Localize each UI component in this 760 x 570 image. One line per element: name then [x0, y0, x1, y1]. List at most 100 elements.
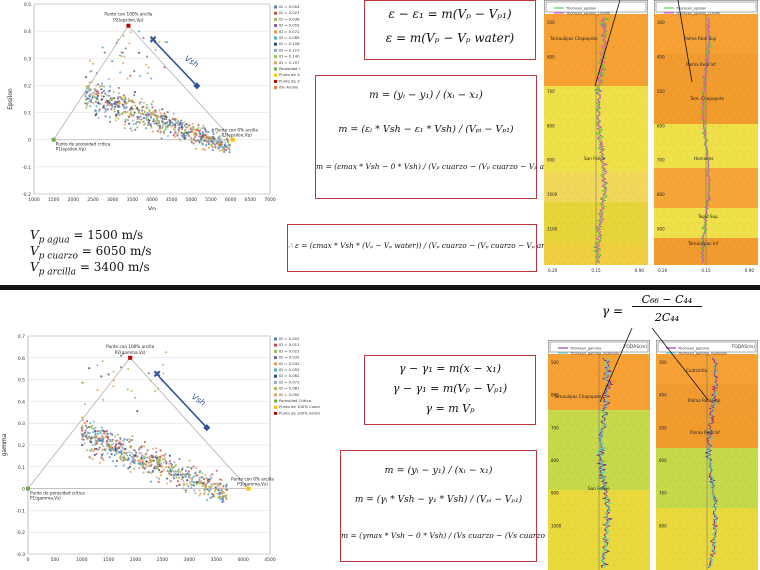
lithology-dot	[588, 124, 590, 126]
scatter-point	[154, 390, 157, 393]
scatter-point	[222, 500, 225, 503]
lithology-dot	[574, 174, 576, 176]
lithology-dot	[588, 174, 590, 176]
scatter-point	[214, 146, 217, 149]
formation-label: Tamaulipas Chapopote	[549, 36, 598, 41]
scatter-point	[123, 127, 126, 130]
lithology-dot	[612, 210, 614, 212]
scatter-point	[120, 449, 123, 452]
lithology-dot	[564, 460, 566, 462]
scatter-point	[94, 100, 97, 103]
equation-box-1: ε − ε₁ = m(Vₚ − Vₚ₁) ε = m(Vₚ − Vₚ water…	[364, 0, 536, 60]
scatter-point	[100, 92, 103, 95]
scatter-point	[128, 454, 131, 457]
lithology-dot	[747, 106, 749, 108]
scatter-point	[202, 126, 205, 129]
lithology-dot	[640, 262, 642, 264]
lithology-dot	[663, 16, 665, 18]
lithology-dot	[719, 210, 721, 212]
scatter-point	[102, 95, 105, 98]
lithology-dot	[701, 88, 703, 90]
lithology-dot	[726, 40, 728, 42]
x-tick-label: 6500	[245, 197, 257, 203]
lithology-dot	[750, 132, 752, 134]
scatter-point	[208, 489, 211, 492]
lithology-dot	[557, 356, 559, 358]
scatter-point	[175, 484, 178, 487]
lithology-dot	[602, 522, 604, 524]
lithology-dot	[736, 22, 738, 24]
lithology-dot	[680, 46, 682, 48]
scatter-point	[124, 47, 127, 50]
scatter-point	[118, 456, 122, 459]
lithology-dot	[553, 228, 555, 230]
scatter-point	[98, 110, 101, 113]
scatter-point	[96, 364, 99, 367]
lithology-dot	[710, 404, 712, 406]
lithology-dot	[630, 148, 632, 150]
lithology-dot	[584, 94, 586, 96]
lithology-dot	[637, 76, 639, 78]
scatter-point	[115, 465, 118, 468]
lithology-dot	[663, 40, 665, 42]
scatter-point	[186, 479, 189, 482]
lithology-dot	[644, 386, 646, 388]
lithology-dot	[595, 454, 597, 456]
lithology-dot	[752, 374, 754, 376]
lithology-dot	[588, 160, 590, 162]
lithology-dot	[700, 380, 702, 382]
scatter-point	[177, 120, 180, 123]
lithology-dot	[585, 472, 587, 474]
lithology-dot	[670, 106, 672, 108]
lithology-dot	[689, 374, 691, 376]
lithology-dot	[679, 380, 681, 382]
lithology-dot	[630, 244, 632, 246]
lithology-dot	[595, 498, 597, 500]
lithology-dot	[708, 228, 710, 230]
scatter-point	[130, 455, 133, 459]
lithology-dot	[591, 234, 593, 236]
lithology-dot	[623, 362, 625, 364]
lithology-dot	[616, 28, 618, 30]
x-axis-label: Vp	[148, 206, 156, 210]
lithology-dot	[605, 70, 607, 72]
scatter-point	[85, 85, 88, 88]
lithology-dot	[585, 492, 587, 494]
legend-label: ID = 0.072	[279, 29, 300, 34]
lithology-dot	[659, 88, 661, 90]
lithology-dot	[626, 142, 628, 144]
lithology-dot	[591, 222, 593, 224]
scatter-point	[128, 108, 132, 112]
scatter-point	[139, 463, 142, 467]
lithology-dot	[581, 124, 583, 126]
scatter-point	[144, 463, 147, 466]
lithology-dot	[623, 228, 625, 230]
lithology-dot	[715, 22, 717, 24]
scatter-point	[165, 118, 168, 121]
scatter-point	[148, 119, 151, 122]
lithology-dot	[571, 528, 573, 530]
lithology-dot	[726, 28, 728, 30]
lithology-dot	[574, 198, 576, 200]
lithology-dot	[637, 466, 639, 468]
lithology-dot	[729, 74, 731, 76]
lithology-dot	[726, 68, 728, 70]
lithology-dot	[680, 112, 682, 114]
lithology-dot	[626, 82, 628, 84]
lithology-dot	[717, 392, 719, 394]
lithology-dot	[557, 540, 559, 542]
lithology-dot	[670, 210, 672, 212]
lithology-dot	[585, 504, 587, 506]
scatter-point	[192, 465, 195, 468]
lithology-dot	[677, 138, 679, 140]
log-depth-label: 900	[547, 158, 555, 163]
lithology-dot	[577, 94, 579, 96]
lithology-dot	[663, 82, 665, 84]
scatter-point	[150, 103, 153, 106]
lithology-dot	[619, 192, 621, 194]
lithology-dot	[570, 130, 572, 132]
lithology-dot	[581, 100, 583, 102]
legend-label: ID = 0.072	[279, 379, 300, 384]
lithology-dot	[743, 258, 745, 260]
lithology-dot	[598, 210, 600, 212]
